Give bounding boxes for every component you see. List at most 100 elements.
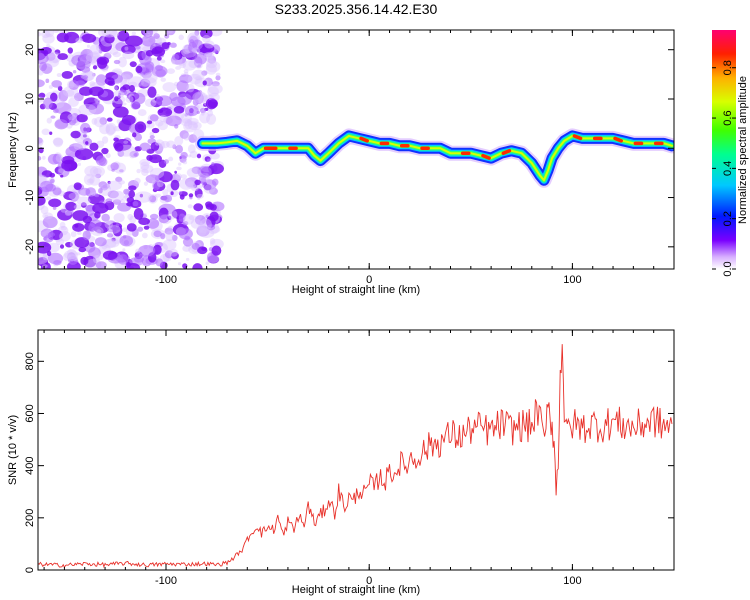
noise-blob xyxy=(75,37,84,43)
noise-blob xyxy=(182,133,191,141)
noise-blob xyxy=(144,98,157,108)
noise-blob xyxy=(143,225,150,230)
noise-blob xyxy=(163,194,173,203)
noise-blob xyxy=(205,60,221,73)
noise-blob xyxy=(48,84,53,89)
snr-ytick-label: 800 xyxy=(24,352,36,370)
noise-blob xyxy=(48,198,62,208)
spectrogram-ytick-label: -10 xyxy=(24,190,36,206)
noise-blob xyxy=(209,238,216,245)
noise-blob xyxy=(139,78,151,88)
noise-blob xyxy=(129,61,137,68)
noise-blob xyxy=(64,210,72,216)
noise-blob xyxy=(55,153,64,163)
noise-blob xyxy=(177,262,181,266)
noise-blob xyxy=(57,53,68,60)
noise-blob xyxy=(99,183,112,196)
noise-blob xyxy=(149,131,155,137)
noise-blob xyxy=(93,168,102,175)
noise-blob xyxy=(126,262,141,269)
noise-blob xyxy=(134,191,153,203)
noise-blob xyxy=(207,83,223,95)
noise-blob xyxy=(179,48,193,58)
noise-blob xyxy=(77,162,82,167)
noise-blob xyxy=(95,74,107,86)
noise-blob xyxy=(167,209,178,220)
noise-blob xyxy=(157,120,168,131)
noise-blob xyxy=(110,162,119,171)
noise-blob xyxy=(117,252,121,256)
noise-blob xyxy=(179,62,187,69)
noise-blob xyxy=(122,74,131,82)
noise-blob xyxy=(172,144,177,150)
noise-blob xyxy=(178,34,184,41)
noise-blob xyxy=(124,46,129,51)
spectrogram-ytick-label: 10 xyxy=(24,93,36,105)
noise-blob xyxy=(203,183,216,194)
noise-blob xyxy=(105,198,113,204)
noise-blob xyxy=(94,237,107,247)
noise-blob xyxy=(41,264,48,269)
noise-blob xyxy=(98,30,111,37)
noise-blob xyxy=(42,155,46,160)
noise-blob xyxy=(163,159,169,164)
noise-blob xyxy=(206,216,216,228)
noise-blob xyxy=(122,51,135,60)
noise-blob xyxy=(166,68,176,75)
noise-blob xyxy=(149,195,157,203)
noise-blob xyxy=(193,203,204,212)
noise-blob xyxy=(182,221,189,226)
noise-blob xyxy=(191,185,199,192)
noise-blob xyxy=(184,71,189,76)
noise-blob xyxy=(156,56,162,61)
noise-blob xyxy=(206,113,217,125)
noise-blob xyxy=(190,218,203,229)
noise-blob xyxy=(54,49,61,55)
noise-blob xyxy=(38,61,47,72)
noise-blob xyxy=(91,72,96,77)
noise-blob xyxy=(79,189,86,196)
noise-blob xyxy=(60,174,64,178)
noise-blob xyxy=(184,105,199,117)
noise-blob xyxy=(46,250,52,257)
noise-blob xyxy=(41,30,51,39)
noise-blob xyxy=(86,44,91,48)
noise-blob xyxy=(113,213,125,223)
noise-blob xyxy=(76,231,82,235)
noise-blob xyxy=(74,223,79,228)
noise-blob xyxy=(192,91,208,104)
noise-blob xyxy=(152,181,161,191)
noise-blob xyxy=(129,95,136,103)
noise-blob xyxy=(63,191,76,201)
noise-blob xyxy=(59,244,65,249)
noise-blob xyxy=(184,119,193,130)
noise-blob xyxy=(61,70,73,79)
noise-blob xyxy=(92,255,100,264)
noise-blob xyxy=(38,182,42,188)
ridge-hotspot xyxy=(359,136,369,143)
noise-blob xyxy=(38,79,45,88)
noise-blob xyxy=(44,30,55,38)
noise-blob xyxy=(183,120,198,133)
noise-blob xyxy=(45,78,50,84)
ridge-hotspot xyxy=(501,148,512,155)
noise-blob xyxy=(142,30,154,37)
noise-field xyxy=(38,30,225,269)
noise-blob xyxy=(175,66,181,70)
noise-blob xyxy=(114,85,120,91)
noise-blob xyxy=(128,190,136,199)
noise-blob xyxy=(98,187,103,194)
noise-blob xyxy=(180,118,192,127)
noise-blob xyxy=(170,179,180,191)
noise-blob xyxy=(122,248,126,252)
spectrogram-ytick-label: -20 xyxy=(24,239,36,255)
noise-blob xyxy=(178,162,182,166)
noise-blob xyxy=(196,225,210,237)
noise-blob xyxy=(83,173,95,186)
noise-blob xyxy=(195,76,202,81)
noise-blob xyxy=(118,180,126,185)
snr-axes: -100 0 100 0 200 400 600 800 xyxy=(24,330,675,587)
noise-blob xyxy=(107,190,119,199)
snr-xtick-label: 0 xyxy=(366,575,372,587)
